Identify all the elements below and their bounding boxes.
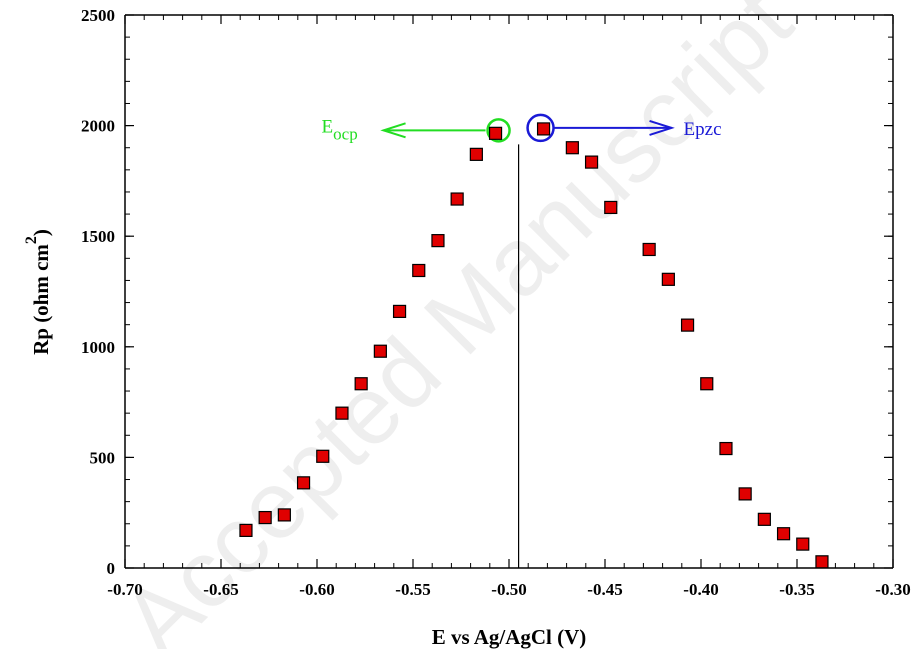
data-point — [776, 527, 791, 541]
eocp-label: Eocp — [322, 116, 358, 143]
data-point — [642, 242, 656, 257]
y-axis-title-main: Rp (ohm cm — [29, 244, 53, 355]
data-point — [277, 508, 291, 522]
epzc-circle — [526, 113, 555, 143]
y-axis-title-sup: 2 — [23, 236, 40, 244]
data-point — [469, 147, 483, 161]
data-point — [738, 487, 752, 501]
eocp-arrowhead — [380, 122, 406, 139]
eocp-circle — [486, 118, 511, 143]
x-axis-title: E vs Ag/AgCl (V) — [432, 625, 587, 649]
eocp-label-main: E — [322, 116, 334, 137]
x-tick-label: -0.30 — [875, 580, 910, 599]
data-point — [373, 344, 387, 358]
data-point — [604, 200, 618, 215]
y-axis-title-close: ) — [29, 229, 53, 236]
data-point — [700, 377, 714, 391]
x-tick-label: -0.45 — [587, 580, 622, 599]
x-tick-label: -0.50 — [491, 580, 526, 599]
data-point — [392, 304, 407, 319]
data-point — [335, 406, 349, 420]
x-tick-label: -0.70 — [107, 580, 142, 599]
data-point — [431, 234, 445, 248]
x-tick-label: -0.35 — [779, 580, 814, 599]
y-tick-label: 2000 — [81, 117, 115, 136]
annotations: Eocp Epzc — [322, 113, 722, 143]
y-tick-label: 1000 — [81, 338, 115, 357]
data-point — [354, 377, 368, 391]
x-tick-label: -0.60 — [299, 580, 334, 599]
data-point — [565, 141, 579, 155]
data-point — [488, 126, 503, 140]
data-point — [450, 192, 464, 206]
data-point — [719, 441, 733, 456]
x-tick-label: -0.40 — [683, 580, 718, 599]
y-axis-title-group: Rp (ohm cm2) — [23, 229, 53, 355]
eocp-label-sub: ocp — [333, 124, 358, 143]
data-point — [661, 272, 675, 286]
data-point — [296, 476, 311, 490]
data-point — [258, 510, 272, 525]
data-point — [412, 263, 426, 278]
y-tick-label: 0 — [107, 559, 116, 578]
axis-ticks — [124, 14, 894, 569]
x-tick-label: -0.65 — [203, 580, 238, 599]
tick-labels: -0.70 -0.65 -0.60 -0.55 -0.50 -0.45 -0.40 -0.35… — [81, 6, 911, 599]
y-tick-label: 1500 — [81, 227, 115, 246]
watermark-text: Accepted Manuscript — [102, 0, 812, 649]
data-point — [815, 555, 829, 569]
y-tick-label: 2500 — [81, 6, 115, 25]
y-tick-label: 500 — [90, 448, 116, 467]
data-point — [536, 122, 551, 136]
data-point — [584, 155, 599, 169]
data-point — [680, 318, 695, 332]
data-point — [239, 523, 253, 537]
y-axis-title: Rp (ohm cm2) — [23, 229, 53, 355]
epzc-arrowhead — [649, 119, 675, 136]
x-tick-label: -0.55 — [395, 580, 430, 599]
data-point — [796, 537, 810, 551]
data-points — [239, 122, 829, 569]
data-point — [316, 449, 330, 463]
data-point — [757, 512, 771, 526]
epzc-label: Epzc — [684, 119, 722, 140]
